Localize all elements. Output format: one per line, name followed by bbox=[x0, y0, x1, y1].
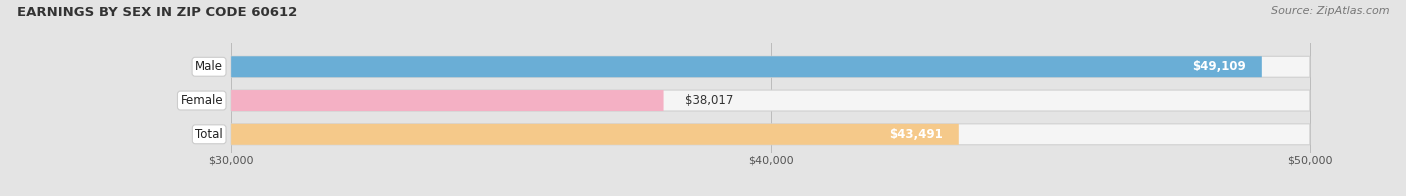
Text: Male: Male bbox=[195, 60, 224, 73]
FancyBboxPatch shape bbox=[231, 56, 1261, 77]
FancyBboxPatch shape bbox=[231, 90, 664, 111]
Text: $43,491: $43,491 bbox=[889, 128, 942, 141]
FancyBboxPatch shape bbox=[231, 90, 1310, 111]
FancyBboxPatch shape bbox=[231, 124, 959, 145]
Text: EARNINGS BY SEX IN ZIP CODE 60612: EARNINGS BY SEX IN ZIP CODE 60612 bbox=[17, 6, 297, 19]
Text: Source: ZipAtlas.com: Source: ZipAtlas.com bbox=[1271, 6, 1389, 16]
Text: $49,109: $49,109 bbox=[1192, 60, 1246, 73]
FancyBboxPatch shape bbox=[231, 56, 1310, 77]
Text: Total: Total bbox=[195, 128, 224, 141]
FancyBboxPatch shape bbox=[231, 124, 1310, 145]
Text: $38,017: $38,017 bbox=[685, 94, 734, 107]
Text: Female: Female bbox=[180, 94, 224, 107]
